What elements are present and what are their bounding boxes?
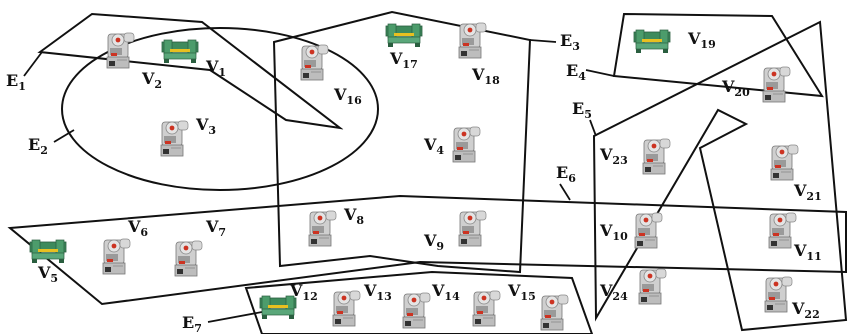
v4-label: V4 [423, 135, 444, 157]
v15b-punch-press-icon [540, 294, 569, 331]
v4-punch-press-icon [452, 126, 481, 163]
hyperedge-e6-outline [7, 194, 847, 306]
hyperedge-e3-outline [272, 10, 532, 274]
v22-label: V22 [791, 299, 820, 321]
hyperedge-e2-outline [61, 27, 379, 191]
v11-punch-press-icon [768, 212, 797, 249]
e4-label: E4 [566, 61, 586, 83]
v2-label: V2 [141, 69, 162, 91]
v20-label: V20 [721, 77, 750, 99]
v2-punch-press-icon [106, 32, 135, 69]
v23-label: V23 [599, 145, 628, 167]
v21-label: V21 [793, 181, 822, 203]
v3-label: V3 [195, 115, 216, 137]
v16-label: V16 [333, 85, 362, 107]
v13-label: V13 [363, 281, 392, 303]
v18-label: V18 [471, 65, 500, 87]
v19-label: V19 [687, 29, 716, 51]
v5-label: V5 [37, 263, 58, 285]
hyperedge-e1-outline [37, 12, 344, 130]
v6-label: V6 [127, 217, 148, 239]
v17-shearing-machine-icon [385, 23, 423, 48]
v15-punch-press-icon [472, 290, 501, 327]
v14-label: V14 [431, 281, 460, 303]
v8-label: V8 [343, 205, 364, 227]
v15-label: V15 [507, 281, 536, 303]
v19-shearing-machine-icon [633, 29, 671, 54]
v20-punch-press-icon [762, 66, 791, 103]
hyperedge-e5-outline [592, 20, 848, 332]
v1-label: V1 [205, 57, 226, 79]
v7-punch-press-icon [174, 240, 203, 277]
v12-label: V12 [289, 281, 318, 303]
v13-punch-press-icon [332, 290, 361, 327]
e5-label: E5 [572, 99, 592, 121]
v21-punch-press-icon [770, 144, 799, 181]
v22-punch-press-icon [764, 276, 793, 313]
v14-punch-press-icon [402, 292, 431, 329]
e3-label: E3 [560, 31, 580, 53]
v9-label: V9 [423, 231, 444, 253]
v24-label: V24 [599, 281, 628, 303]
e1-label: E1 [6, 71, 26, 93]
v17-label: V17 [389, 49, 418, 71]
v8-punch-press-icon [308, 210, 337, 247]
v16-punch-press-icon [300, 44, 329, 81]
v24-punch-press-icon [638, 268, 667, 305]
v11-label: V11 [793, 241, 822, 263]
hyperedge-e4-outline [612, 12, 824, 98]
e7-label: E7 [182, 313, 202, 334]
v7-label: V7 [205, 217, 226, 239]
v10-label: V10 [599, 221, 628, 243]
v1-shearing-machine-icon [161, 39, 199, 64]
v6-punch-press-icon [102, 238, 131, 275]
v9-punch-press-icon [458, 210, 487, 247]
e2-label: E2 [28, 135, 48, 157]
v10-punch-press-icon [634, 212, 663, 249]
v23-punch-press-icon [642, 138, 671, 175]
e6-label: E6 [556, 163, 576, 185]
v3-punch-press-icon [160, 120, 189, 157]
v18-punch-press-icon [458, 22, 487, 59]
hyperedge-e7-outline [244, 270, 594, 334]
